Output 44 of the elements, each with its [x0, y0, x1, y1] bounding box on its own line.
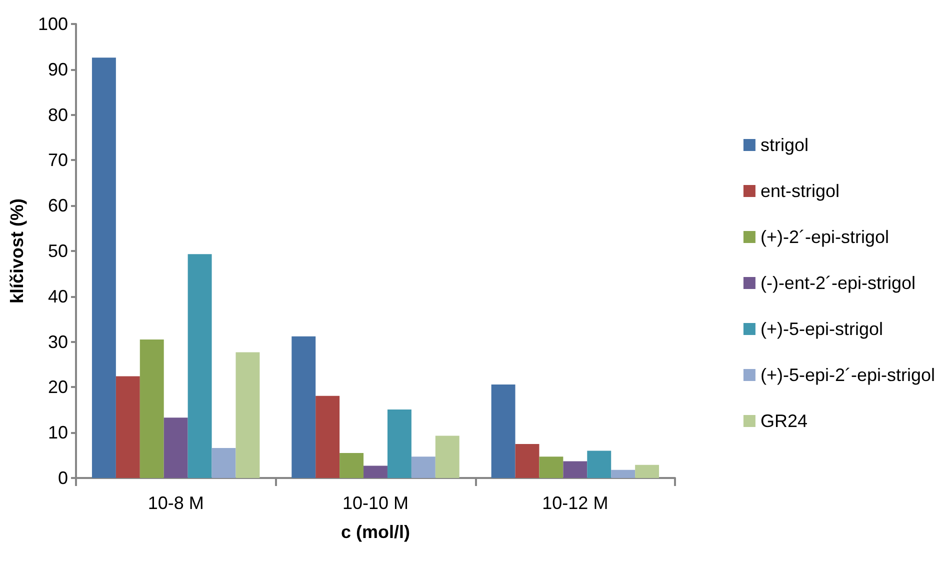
legend-label: (+)-5-epi-strigol — [760, 319, 883, 339]
bar — [164, 418, 188, 478]
x-tick-label: 10-12 M — [542, 493, 608, 513]
bar — [340, 453, 364, 478]
bar — [116, 376, 140, 478]
bar — [387, 409, 412, 478]
legend-label: ent-strigol — [760, 181, 840, 201]
legend-label: strigol — [760, 135, 808, 155]
bar — [92, 58, 116, 478]
bar — [236, 352, 260, 478]
bar — [491, 384, 516, 478]
bar — [316, 396, 340, 478]
bar — [635, 464, 660, 478]
y-tick-label: 70 — [48, 150, 68, 170]
x-axis-title: c (mol/l) — [340, 522, 410, 542]
y-tick-label: 50 — [48, 241, 68, 261]
bar — [539, 456, 564, 478]
bar — [611, 470, 636, 478]
y-tick-label: 40 — [48, 286, 68, 306]
bar — [364, 466, 388, 478]
x-tick-label: 10-8 M — [148, 493, 204, 513]
bar — [140, 340, 164, 478]
bar — [292, 336, 316, 478]
bar — [212, 448, 236, 478]
legend-label: (+)-5-epi-2´-epi-strigol — [760, 365, 936, 385]
bar — [563, 461, 588, 478]
y-tick-label: 60 — [48, 196, 68, 216]
y-tick-label: 0 — [58, 468, 68, 488]
bar — [435, 436, 460, 478]
legend-label: GR24 — [760, 411, 808, 431]
y-tick-label: 80 — [48, 104, 68, 125]
y-tick-label: 100 — [38, 14, 68, 34]
y-axis-title: klíčivost (%) — [7, 198, 27, 304]
y-tick-label: 30 — [48, 332, 68, 352]
y-tick-label: 10 — [48, 422, 68, 443]
bar — [411, 456, 436, 478]
bar — [515, 444, 540, 478]
y-tick-label: 90 — [48, 59, 68, 80]
bar — [587, 450, 612, 478]
legend-label: (+)-2´-epi-strigol — [760, 227, 889, 247]
y-tick-label: 20 — [48, 377, 68, 398]
legend-label: (-)-ent-2´-epi-strigol — [760, 273, 916, 293]
x-tick-label: 10-10 M — [342, 493, 409, 513]
bar — [188, 254, 212, 478]
